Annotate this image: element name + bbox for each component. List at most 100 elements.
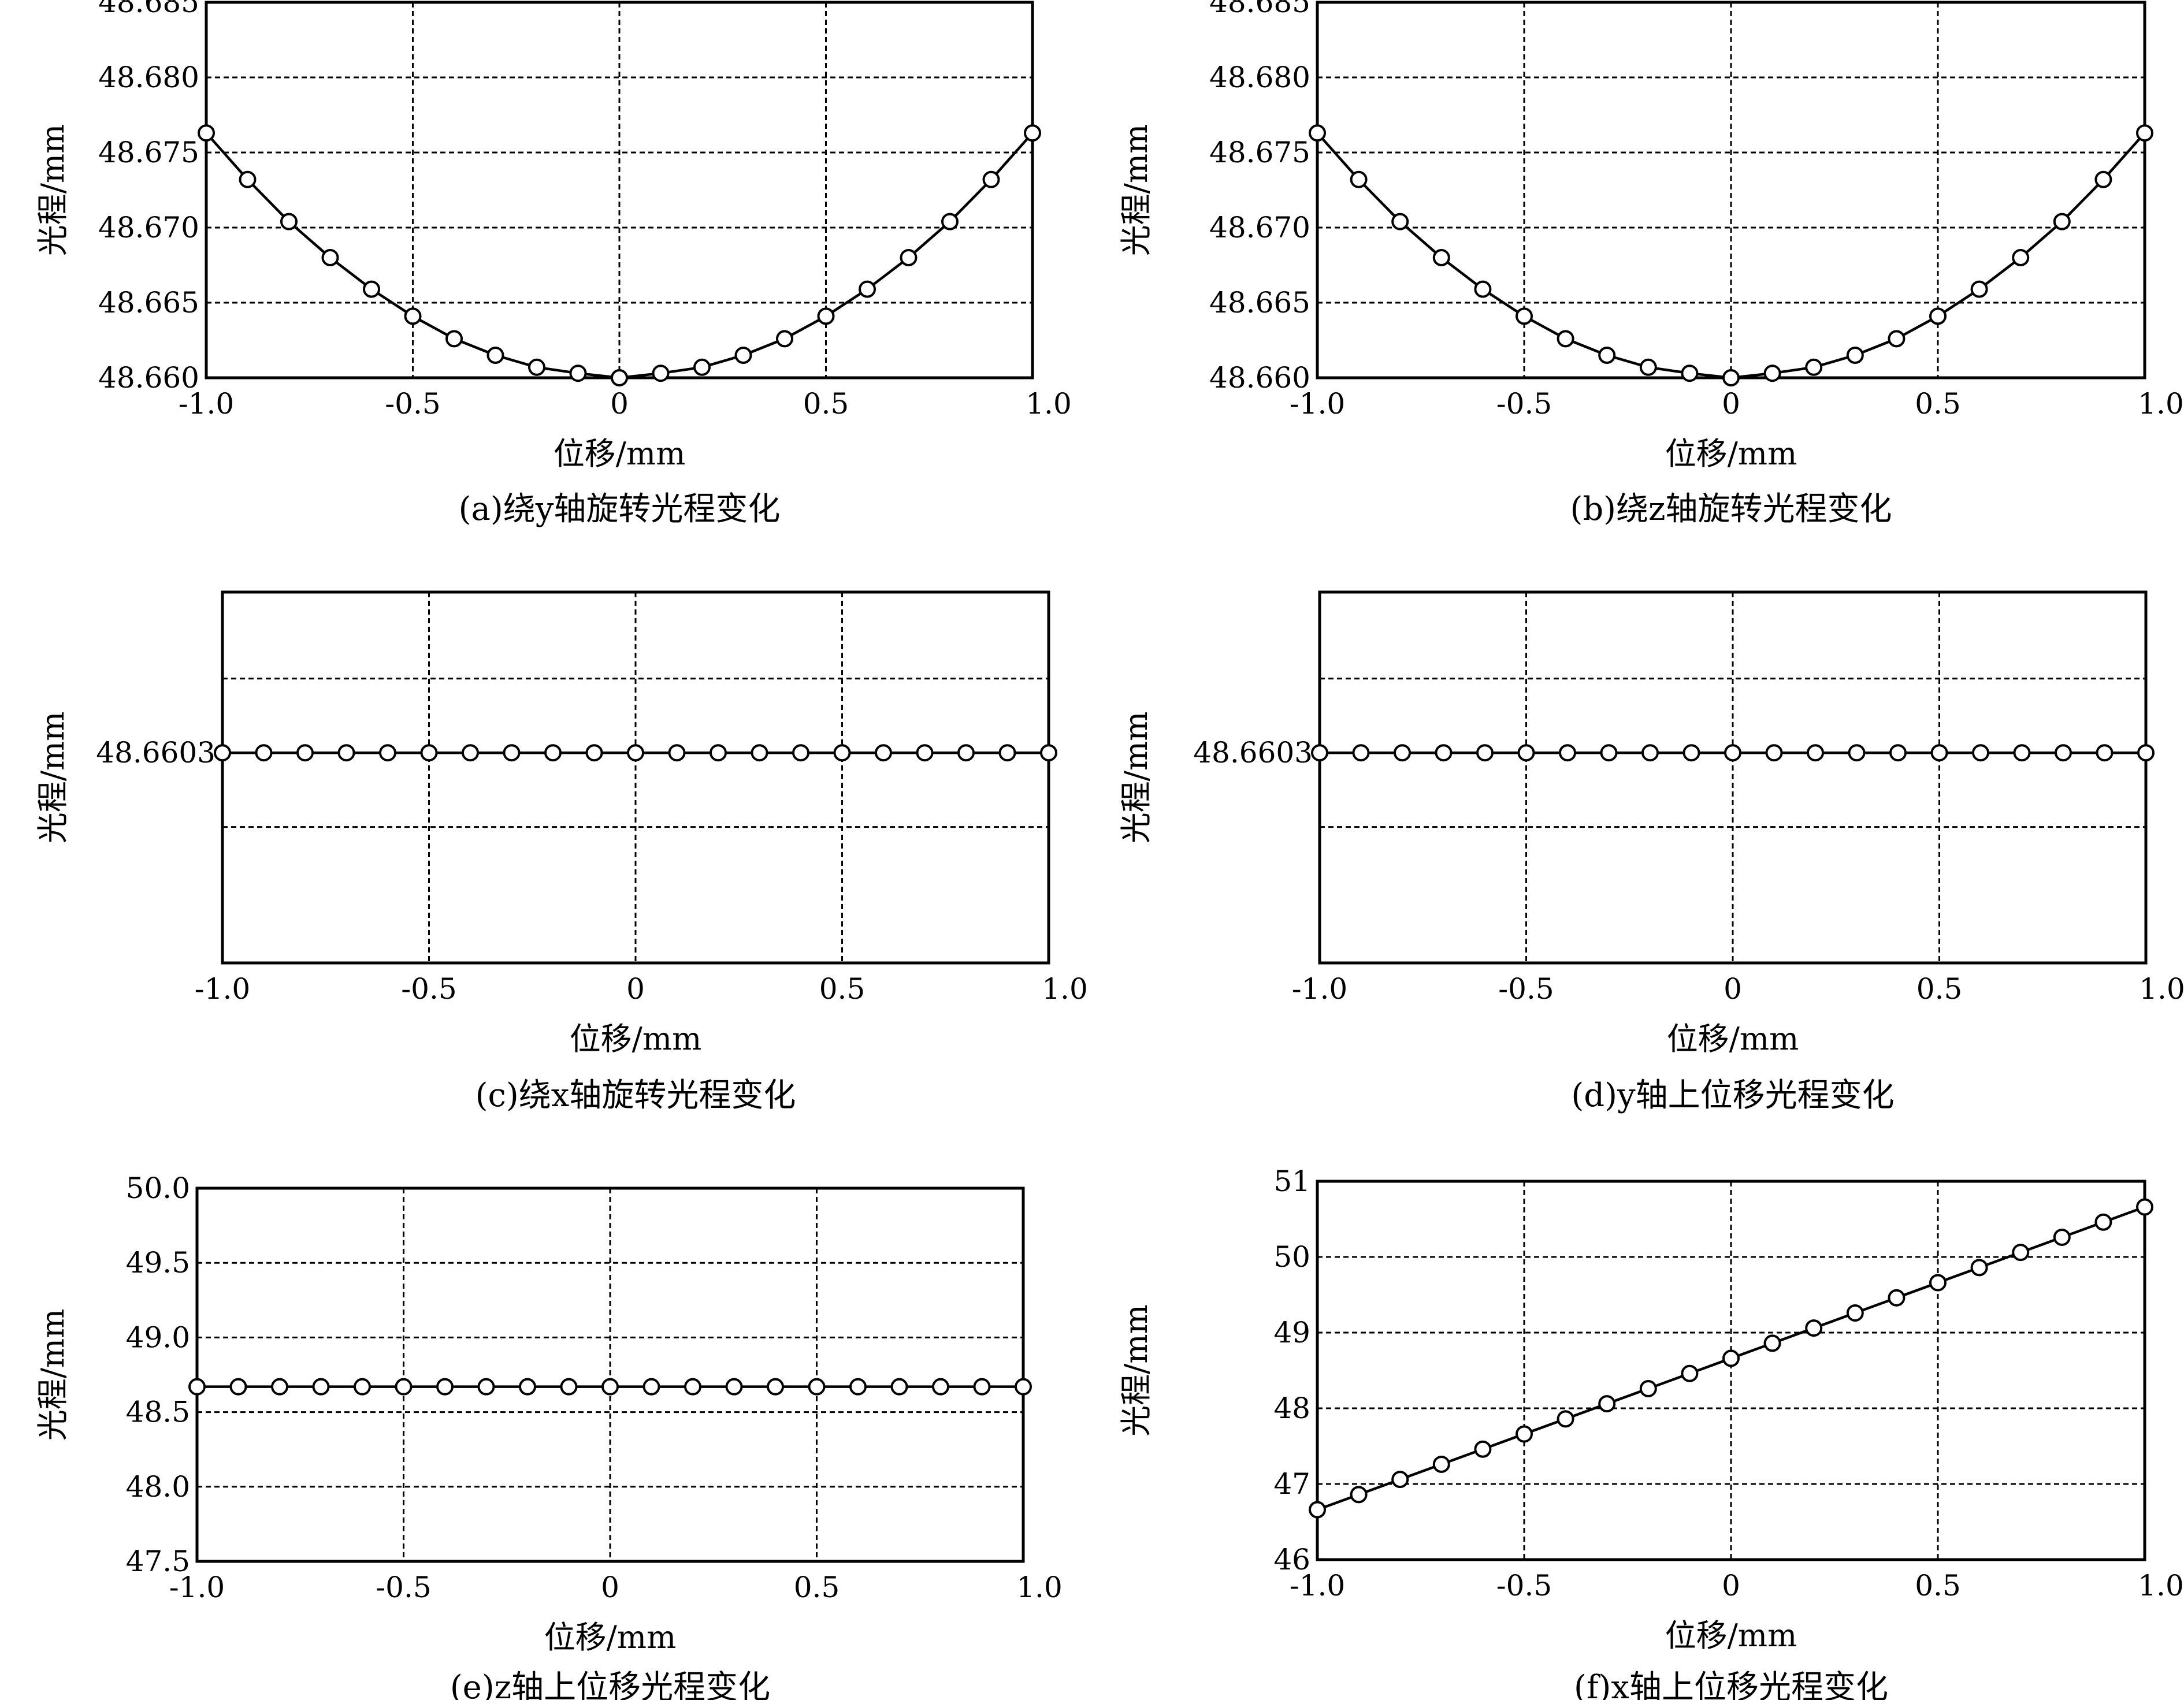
chart-d-data-point <box>2137 744 2155 762</box>
chart-f-data-point <box>1681 1364 1699 1382</box>
chart-e-data-point <box>808 1378 826 1396</box>
chart-c-data-point <box>916 744 934 762</box>
chart-f-ytick-label: 51 <box>1273 1165 1310 1198</box>
chart-b-data-point <box>1309 124 1326 142</box>
chart-d-data-point <box>1435 744 1453 762</box>
chart-c-data-point <box>957 744 975 762</box>
chart-a-data-point <box>528 358 545 376</box>
chart-f-data-point <box>1432 1455 1450 1473</box>
chart-f-xtick-label: 0 <box>1722 1569 1740 1602</box>
chart-f-data-point <box>1391 1471 1409 1489</box>
chart-e-ytick-label: 50.0 <box>126 1171 190 1205</box>
chart-c-data-point <box>462 744 479 762</box>
chart-d-data-point <box>1559 744 1576 762</box>
chart-d-data-point <box>2013 744 2031 762</box>
chart-e-data-point <box>271 1378 288 1396</box>
chart-b-data-point <box>1681 364 1699 382</box>
chart-f-data-point <box>1929 1274 1947 1292</box>
chart-d-data-point <box>1641 744 1659 762</box>
chart-b-xtick-label: 1.0 <box>2138 387 2184 421</box>
chart-f-data-point <box>2094 1213 2112 1231</box>
chart-a-data-point <box>652 364 670 382</box>
chart-b-data-point <box>1516 307 1533 325</box>
chart-f-data-point <box>1763 1334 1781 1352</box>
chart-e-xlabel: 位移/mm <box>544 1619 677 1656</box>
chart-b-data-point <box>2012 249 2030 266</box>
chart-d-data-point <box>1848 744 1866 762</box>
chart-c-ytick-label: 48.6603 <box>96 736 216 769</box>
chart-e-data-point <box>725 1378 743 1396</box>
chart-a-data-point <box>239 170 257 188</box>
chart-a-ytick-label: 48.665 <box>98 286 199 319</box>
chart-f-caption: (f)x轴上位移光程变化 <box>1574 1669 1888 1700</box>
chart-d-data-point <box>1972 744 1989 762</box>
chart-a-caption: (a)绕y轴旋转光程变化 <box>459 490 781 528</box>
chart-f-xtick-label: -1.0 <box>1290 1569 1345 1602</box>
chart-e-data-point <box>477 1378 495 1396</box>
chart-e-ytick-label: 49.0 <box>126 1320 190 1354</box>
chart-d-data-point <box>1600 744 1618 762</box>
chart-d-data-point <box>1394 744 1411 762</box>
chart-c-data-point <box>751 744 768 762</box>
chart-a-data-point <box>859 280 876 298</box>
chart-f-frame <box>1316 1180 2146 1561</box>
chart-f-data-point <box>1970 1259 1988 1277</box>
chart-b-data-point <box>1474 280 1492 298</box>
chart-d-ytick-label: 48.6603 <box>1193 736 1313 769</box>
chart-c-data-point <box>792 744 809 762</box>
chart-a-data-point <box>363 280 380 298</box>
chart-c-xtick-label: -0.5 <box>401 972 456 1006</box>
chart-a-data-point <box>569 364 587 382</box>
chart-f-xtick-label: 0.5 <box>1915 1569 1961 1602</box>
chart-c-data-point <box>296 744 314 762</box>
chart-a-ytick-label: 48.685 <box>98 0 199 19</box>
chart-c-data-point <box>710 744 727 762</box>
chart-b-data-point <box>1432 249 1450 266</box>
chart-c-xtick-label: 0 <box>626 972 645 1006</box>
chart-c-xtick-label: 0.5 <box>819 972 866 1006</box>
panel-a: -1.0 -0.5 0 0.5 1.0 48.660 48.665 48.670 48.675 4… <box>35 0 1072 528</box>
chart-c-data-point <box>420 744 438 762</box>
chart-d-data-point <box>1889 744 1907 762</box>
chart-a-data-point <box>734 347 752 364</box>
chart-e-data-point <box>519 1378 536 1396</box>
chart-a-ylabel: 光程/mm <box>35 124 71 256</box>
chart-e-data-point <box>560 1378 578 1396</box>
chart-b-data-point <box>2053 213 2071 230</box>
chart-f-data-point <box>1598 1395 1616 1413</box>
chart-a-xtick-label: -1.0 <box>179 387 234 421</box>
chart-a-data-point <box>1024 124 1041 142</box>
chart-c-data-point <box>337 744 355 762</box>
chart-f-ytick-label: 47 <box>1273 1467 1310 1501</box>
chart-c-data-point <box>255 744 273 762</box>
chart-f-xlabel: 位移/mm <box>1665 1617 1797 1654</box>
chart-b-ytick-label: 48.680 <box>1209 61 1310 94</box>
chart-e-ytick-label: 48.5 <box>126 1396 190 1429</box>
chart-b-ytick-label: 48.660 <box>1209 361 1310 395</box>
chart-a-ytick-label: 48.670 <box>98 211 199 244</box>
chart-a-data-point <box>280 213 298 230</box>
panel-c: -1.0 -0.5 0 0.5 1.0 48.6603 位移/mm 光程/mm (c)绕x轴旋转… <box>35 590 1088 1114</box>
chart-a-xtick-label: 0.5 <box>803 387 849 421</box>
chart-f-data-point <box>1846 1304 1864 1322</box>
chart-b-ytick-label: 48.675 <box>1209 136 1310 169</box>
chart-d-caption: (d)y轴上位移光程变化 <box>1571 1077 1894 1114</box>
chart-b-xtick-label: -0.5 <box>1496 387 1552 421</box>
chart-e-data-point <box>354 1378 371 1396</box>
chart-b-data-point <box>1970 280 1988 298</box>
chart-f-ylabel: 光程/mm <box>1118 1304 1154 1437</box>
chart-c-data-point <box>875 744 892 762</box>
chart-f-data-point <box>1805 1319 1823 1337</box>
chart-d-data-point <box>1476 744 1494 762</box>
chart-e-data-point <box>973 1378 991 1396</box>
chart-f-ytick-label: 48 <box>1273 1392 1310 1425</box>
chart-d-xtick-label: 0.5 <box>1916 972 1963 1006</box>
chart-c-xtick-label: 1.0 <box>1042 972 1088 1006</box>
chart-e-ytick-label: 49.5 <box>126 1246 190 1279</box>
chart-e-ytick-label: 47.5 <box>126 1545 190 1578</box>
chart-e-data-point <box>684 1378 701 1396</box>
chart-b-caption: (b)绕z轴旋转光程变化 <box>1570 490 1892 528</box>
chart-f-data-point <box>1557 1410 1574 1428</box>
chart-e-data-point <box>395 1378 413 1396</box>
chart-f-data-point <box>1309 1501 1326 1519</box>
